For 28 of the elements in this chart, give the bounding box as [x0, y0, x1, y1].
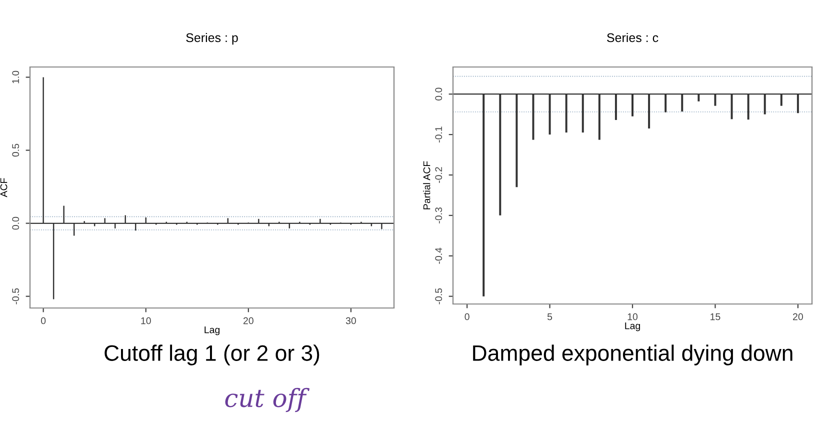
- x-tick-label: 5: [547, 313, 552, 320]
- x-tick-label: 0: [464, 313, 470, 320]
- y-tick-label: -0.1: [435, 126, 442, 142]
- y-tick-label: -0.5: [12, 288, 20, 304]
- x-tick-label: 30: [346, 317, 356, 324]
- x-axis-title: Lag: [204, 326, 220, 336]
- x-tick-label: 20: [243, 317, 254, 324]
- y-axis-title: Partial ACF: [423, 161, 430, 210]
- y-tick-label: -0.5: [435, 288, 442, 304]
- x-tick-label: 10: [628, 313, 638, 320]
- y-tick-label: 1.0: [12, 70, 20, 84]
- text: Cutoff lag 1 (or 2 or 3): [104, 344, 320, 366]
- x-tick-label: 20: [793, 313, 803, 320]
- text: Damped exponential dying down: [473, 344, 792, 366]
- chart-title: Series : c: [607, 32, 658, 42]
- y-tick-label: -0.3: [435, 207, 442, 224]
- text: cut off: [225, 388, 310, 412]
- x-tick-label: 15: [710, 313, 720, 320]
- x-tick-label: 10: [141, 317, 151, 324]
- x-tick-label: 0: [41, 317, 46, 324]
- y-tick-label: 0.0: [435, 88, 442, 100]
- y-axis-title: ACF: [0, 178, 8, 198]
- y-tick-label: -0.4: [435, 248, 442, 264]
- y-tick-label: 0.5: [12, 144, 20, 157]
- chart-title: Series : p: [186, 32, 238, 45]
- x-axis-title: Lag: [625, 322, 640, 332]
- y-tick-label: -0.2: [435, 167, 442, 183]
- y-tick-label: 0.0: [12, 216, 20, 230]
